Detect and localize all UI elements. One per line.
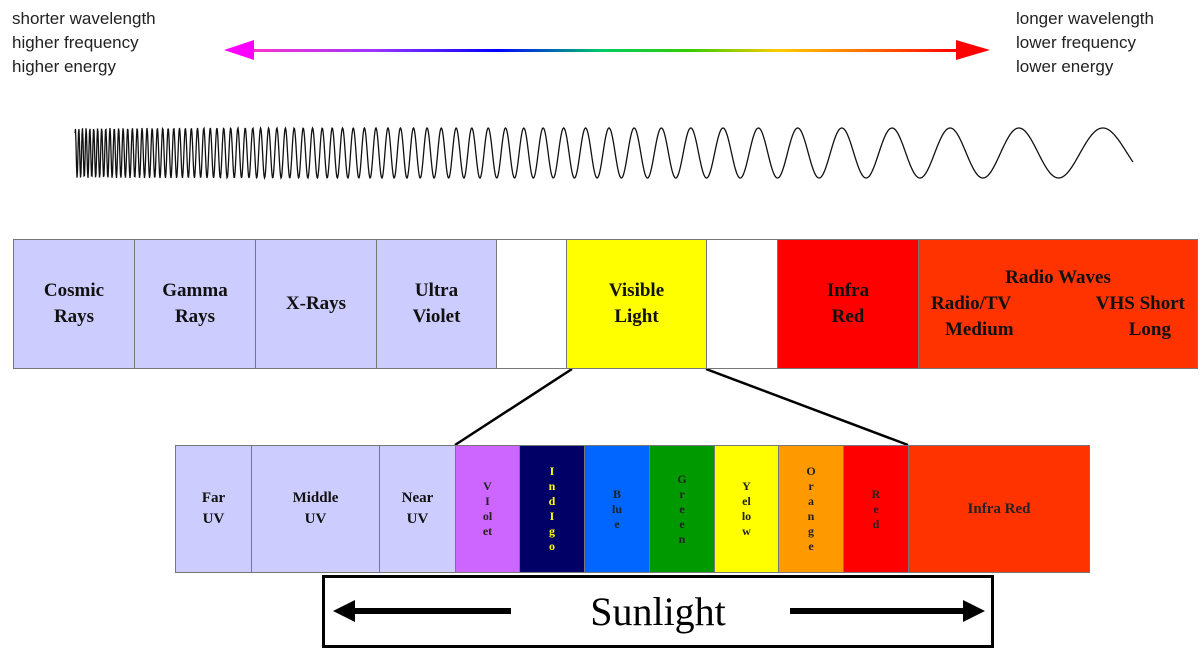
long-label: Long bbox=[1128, 319, 1171, 340]
band-x-rays-label: X-Rays bbox=[285, 293, 347, 314]
zoom-line-left bbox=[454, 367, 573, 447]
higher-energy-text: higher energy bbox=[12, 57, 116, 76]
high-energy-caption: shorter wavelength higher frequency high… bbox=[12, 7, 156, 79]
band-gap-right bbox=[706, 239, 778, 369]
sunlight-range-box: Sunlight bbox=[322, 575, 994, 648]
arrow-head-right bbox=[956, 40, 990, 60]
band-orange: Orange bbox=[778, 445, 844, 573]
band-visible-light-label: Visible Light bbox=[608, 280, 665, 327]
wave-line bbox=[74, 125, 1134, 181]
vhs-short-label: VHS Short bbox=[1095, 293, 1185, 314]
band-infra-red: Infra Red bbox=[777, 239, 919, 369]
band-indigo-label: IndIgo bbox=[548, 464, 556, 553]
band-near-uv: Near UV bbox=[379, 445, 456, 573]
band-ultra-violet-label: Ultra Violet bbox=[412, 280, 461, 327]
radio-tv-label: Radio/TV bbox=[931, 293, 1012, 314]
band-cosmic-rays: Cosmic Rays bbox=[13, 239, 135, 369]
sunlight-arrow-left-head bbox=[333, 600, 355, 622]
band-ultra-violet: Ultra Violet bbox=[376, 239, 497, 369]
lower-frequency-text: lower frequency bbox=[1016, 33, 1137, 52]
band-gap-left bbox=[496, 239, 567, 369]
higher-frequency-text: higher frequency bbox=[12, 33, 139, 52]
sunlight-label: Sunlight bbox=[590, 589, 726, 634]
band-violet-label: VIolet bbox=[482, 479, 493, 538]
band-x-rays: X-Rays bbox=[255, 239, 377, 369]
band-green: Green bbox=[649, 445, 715, 573]
band-radio-waves: Radio Waves Radio/TV VHS Short Medium Lo… bbox=[918, 239, 1198, 369]
band-infra-red-label: Infra Red bbox=[826, 280, 870, 327]
radio-waves-title: Radio Waves bbox=[1005, 267, 1111, 288]
band-yellow: Yellow bbox=[714, 445, 779, 573]
band-violet: VIolet bbox=[455, 445, 520, 573]
band-blue: Blue bbox=[584, 445, 650, 573]
band-middle-uv: Middle UV bbox=[251, 445, 380, 573]
band-gamma-rays: Gamma Rays bbox=[134, 239, 256, 369]
sunlight-arrows bbox=[333, 600, 985, 622]
band-cosmic-rays-label: Cosmic Rays bbox=[43, 280, 105, 327]
band-visible-light: Visible Light bbox=[566, 239, 707, 369]
arrow-head-left bbox=[224, 40, 254, 60]
band-blue-label: Blue bbox=[612, 486, 623, 531]
band-near-uv-label: Near UV bbox=[401, 490, 434, 527]
medium-label: Medium bbox=[945, 319, 1014, 340]
longer-wavelength-text: longer wavelength bbox=[1016, 9, 1154, 28]
zoom-line-right bbox=[705, 367, 909, 447]
double-arrow bbox=[224, 40, 990, 60]
sunlight-arrow-right-head bbox=[963, 600, 985, 622]
shorter-wavelength-text: shorter wavelength bbox=[12, 9, 156, 28]
low-energy-caption: longer wavelength lower frequency lower … bbox=[1016, 7, 1154, 79]
lower-energy-text: lower energy bbox=[1016, 57, 1114, 76]
band-green-label: Green bbox=[677, 471, 687, 546]
band-middle-uv-label: Middle UV bbox=[292, 490, 339, 527]
band-red-label: Red bbox=[871, 486, 881, 531]
band-red: Red bbox=[843, 445, 909, 573]
band-indigo: IndIgo bbox=[519, 445, 585, 573]
band-gamma-rays-label: Gamma Rays bbox=[162, 280, 228, 327]
arrow-shaft bbox=[250, 49, 956, 52]
band-yellow-label: Yellow bbox=[741, 479, 752, 538]
band-far-uv: Far UV bbox=[175, 445, 252, 573]
band-orange-label: Orange bbox=[806, 464, 816, 553]
band-infra-red-detail-label: Infra Red bbox=[967, 500, 1031, 517]
band-far-uv-label: Far UV bbox=[201, 490, 226, 527]
band-infra-red-detail: Infra Red bbox=[908, 445, 1090, 573]
